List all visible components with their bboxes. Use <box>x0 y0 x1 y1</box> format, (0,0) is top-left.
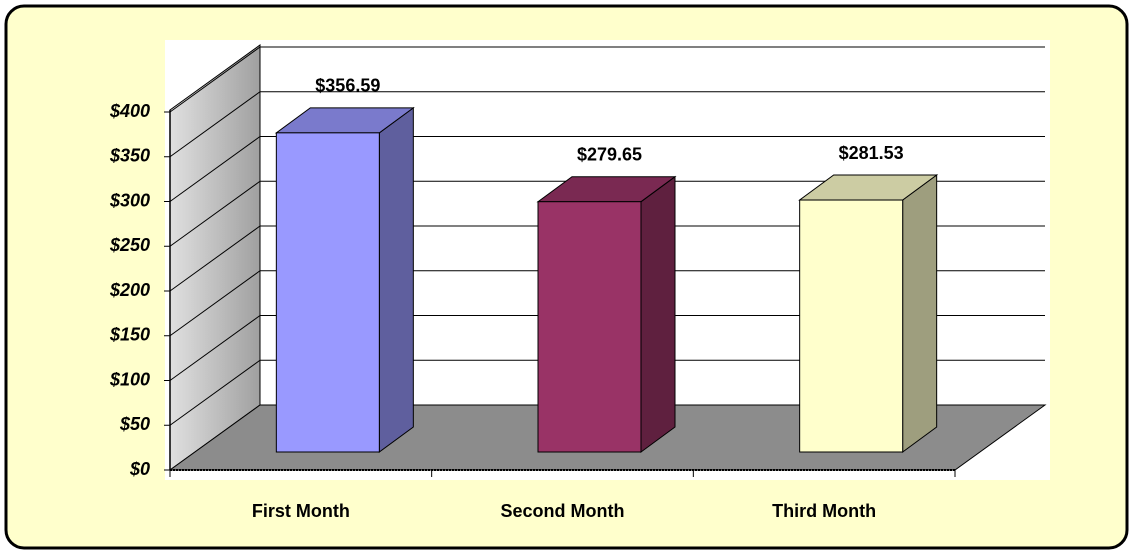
bar <box>798 174 939 453</box>
x-tick-label: First Month <box>252 501 350 521</box>
bar <box>274 106 415 453</box>
grid-line <box>169 91 261 158</box>
grid-line <box>169 270 261 337</box>
bar-front <box>537 201 642 453</box>
bar-side <box>902 174 938 453</box>
y-tick-label: $300 <box>109 190 150 210</box>
grid-line <box>169 180 261 247</box>
data-label: $279.65 <box>577 144 642 164</box>
bar-side <box>378 106 414 453</box>
side-wall <box>169 44 261 471</box>
bar-side <box>640 175 676 453</box>
y-tick-label: $350 <box>109 146 150 166</box>
grid-line <box>169 136 261 202</box>
grid-line <box>169 315 261 381</box>
data-label: $356.59 <box>315 76 380 96</box>
y-tick-label: $250 <box>109 235 150 255</box>
x-tick-label: Second Month <box>501 501 625 521</box>
y-tick-label: $400 <box>109 101 150 121</box>
bar <box>536 175 677 453</box>
y-tick-label: $150 <box>109 325 150 345</box>
y-tick-label: $100 <box>109 369 150 389</box>
data-label: $281.53 <box>839 143 904 163</box>
x-tick-label: Third Month <box>772 501 876 521</box>
y-tick-label: $50 <box>119 414 150 434</box>
grid-line <box>169 225 261 292</box>
y-tick-label: $0 <box>129 459 150 479</box>
grid-line <box>169 46 261 113</box>
bar-front <box>275 132 380 453</box>
grid-line <box>169 359 261 426</box>
y-tick-label: $200 <box>109 280 150 300</box>
bar-front <box>799 199 904 453</box>
